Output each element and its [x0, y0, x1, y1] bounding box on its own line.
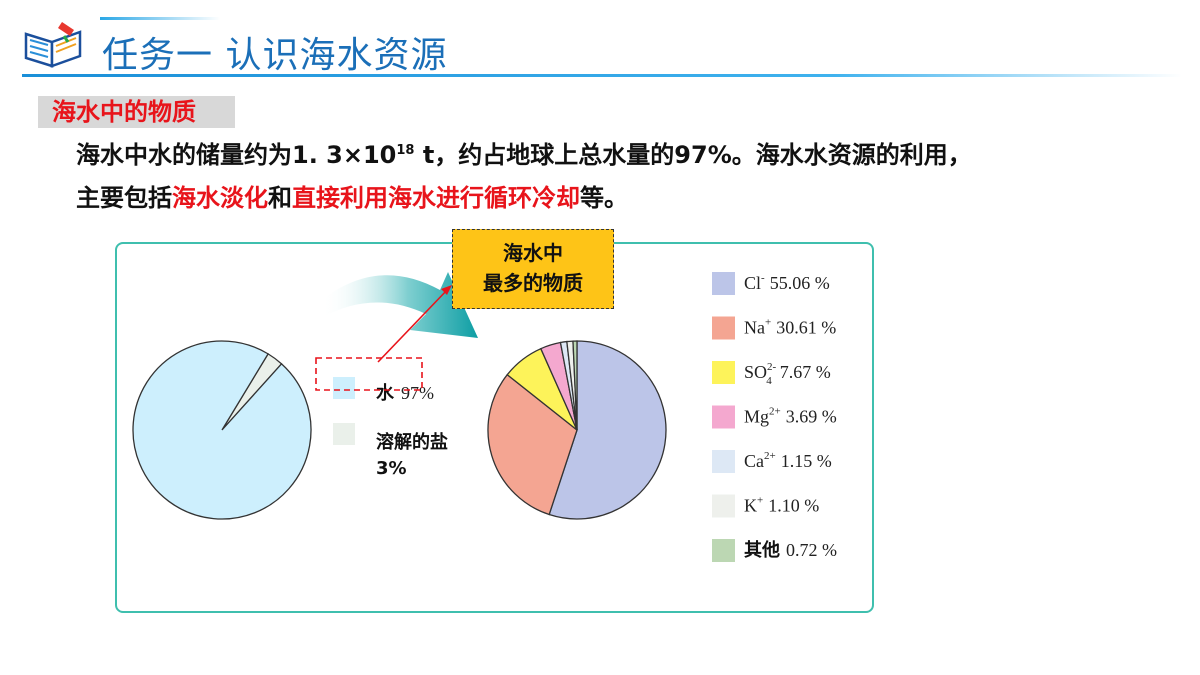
- pointer-arrow-head: [441, 285, 452, 295]
- paragraph-exponent: 18: [396, 143, 415, 158]
- legend-swatch-2: [712, 316, 735, 340]
- dashed-highlight-box: [315, 357, 423, 391]
- page-title: 任务一 认识海水资源: [102, 35, 448, 76]
- legend-swatch-4: [712, 405, 735, 429]
- legend-label-1: Cl- 55.06 %: [744, 272, 830, 293]
- pie-slice-7: [572, 340, 578, 431]
- pie-slice-2: [132, 340, 312, 520]
- pointer-arrow-line: [377, 288, 449, 363]
- paragraph-text: 主要包括: [76, 184, 172, 212]
- legend-swatch-1: [712, 272, 735, 295]
- legend-label-6: K+ 1.10 %: [744, 495, 819, 516]
- section-label: 海水中的物质: [52, 98, 196, 126]
- legend-swatch-6: [712, 494, 735, 518]
- legend-value-salt: 3%: [376, 458, 407, 479]
- water-salt-pie: [132, 340, 312, 520]
- ion-legend: Cl- 55.06 % Na+ 30.61 % SO2-4 7.67 % Mg2+ 3.69 …: [712, 272, 837, 562]
- legend-label-salt: 溶解的盐: [376, 431, 448, 453]
- section-label-background: [38, 96, 235, 128]
- legend-label-3: SO2-4 7.67 %: [744, 361, 831, 387]
- header-accent-line: [100, 17, 220, 20]
- callout-line-2: 最多的物质: [483, 271, 583, 295]
- highlight-cooling: 直接利用海水进行循环冷却: [292, 184, 580, 212]
- pie-slice-2: [487, 373, 578, 516]
- legend-swatch-3: [712, 361, 735, 384]
- water-salt-legend: 水 97% 溶解的盐 3%: [333, 377, 448, 479]
- legend-swatch-salt: [333, 423, 355, 445]
- legend-swatch-5: [712, 450, 735, 473]
- callout-box: 海水中 最多的物质: [452, 229, 614, 309]
- ion-composition-pie: [487, 340, 667, 520]
- open-book-icon: [24, 22, 82, 68]
- title-underline: [22, 74, 1182, 77]
- legend-label-water: 水: [376, 382, 395, 404]
- callout-line-1: 海水中: [503, 241, 563, 265]
- legend-value-water: 97%: [401, 383, 434, 403]
- legend-label-4: Mg2+ 3.69 %: [744, 406, 837, 427]
- pie-slice-1: [548, 340, 667, 520]
- paragraph-line-2: 主要包括海水淡化和直接利用海水进行循环冷却等。: [76, 181, 628, 215]
- legend-label-7: 其他 0.72 %: [744, 539, 837, 561]
- legend-label-5: Ca2+ 1.15 %: [744, 450, 832, 471]
- legend-swatch-water: [333, 377, 355, 399]
- legend-label-2: Na+ 30.61 %: [744, 317, 836, 338]
- curved-arrow-icon: [322, 272, 478, 338]
- paragraph-text: 和: [268, 184, 292, 212]
- paragraph-line-1: 海水中水的储量约为1. 3×1018 t，约占地球上总水量的97%。海水水资源的…: [76, 138, 972, 172]
- paragraph-text: 等。: [580, 184, 628, 212]
- legend-swatch-7: [712, 539, 735, 562]
- paragraph-line1-prefix: 海水中水的储量约为1. 3×10: [76, 141, 397, 169]
- highlight-desalination: 海水淡化: [172, 184, 268, 212]
- paragraph-line1-suffix: t，约占地球上总水量的97%。海水水资源的利用，: [414, 141, 972, 169]
